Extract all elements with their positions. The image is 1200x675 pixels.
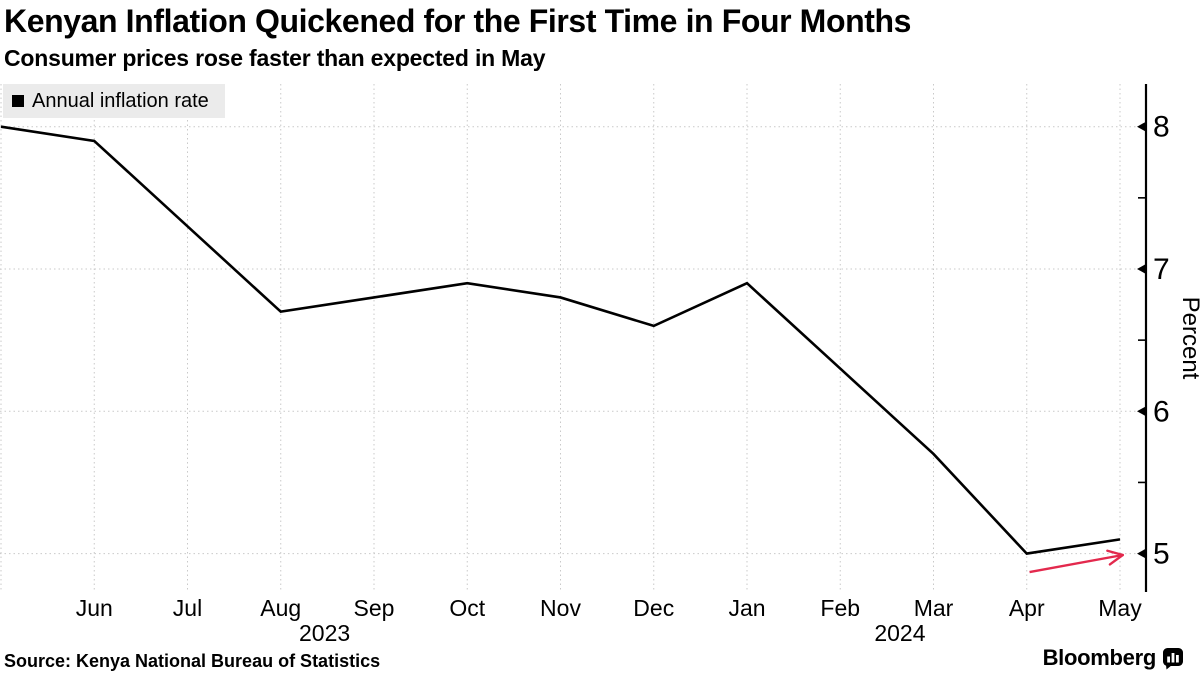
source-credit: Source: Kenya National Bureau of Statist… — [4, 651, 381, 671]
x-tick-label: Sep — [354, 595, 395, 621]
bloomberg-chart-icon — [1163, 647, 1183, 669]
x-tick-label: Oct — [449, 595, 485, 621]
x-tick-label: Apr — [1009, 595, 1045, 621]
x-tick-label: Dec — [633, 595, 674, 621]
page-title: Kenyan Inflation Quickened for the First… — [4, 3, 912, 39]
y-major-tick-arrow-icon — [1137, 263, 1146, 274]
inflation-line — [0, 125, 1121, 555]
legend-swatch-icon — [12, 95, 24, 107]
y-major-tick-arrow-icon — [1137, 121, 1146, 132]
y-major-tick-arrow-icon — [1137, 548, 1146, 559]
x-tick-label: May — [1098, 595, 1142, 621]
y-tick-label: 7 — [1153, 253, 1170, 286]
trend-arrow-head-icon — [1106, 549, 1124, 557]
year-label: 2023 — [299, 620, 350, 646]
legend-label: Annual inflation rate — [32, 89, 209, 112]
x-tick-label: Aug — [260, 595, 301, 621]
x-tick-label: Mar — [914, 595, 954, 621]
y-major-tick-arrow-icon — [1137, 406, 1146, 417]
year-label: 2024 — [874, 620, 925, 646]
trend-arrow-head-icon — [1108, 553, 1124, 566]
bloomberg-wordmark: Bloomberg — [1042, 645, 1157, 670]
y-tick-label: 8 — [1153, 111, 1170, 144]
x-tick-label: Jul — [173, 595, 202, 621]
page-subtitle: Consumer prices rose faster than expecte… — [4, 45, 546, 71]
trend-arrow — [1029, 553, 1124, 574]
chart-legend: Annual inflation rate — [3, 84, 225, 118]
x-tick-label: Nov — [540, 595, 581, 621]
y-axis-title: Percent — [1177, 297, 1200, 380]
x-tick-label: Feb — [820, 595, 860, 621]
x-tick-label: Jan — [728, 595, 765, 621]
x-tick-label: Jun — [76, 595, 113, 621]
bloomberg-logo: Bloomberg — [1043, 645, 1184, 671]
y-tick-label: 5 — [1153, 538, 1170, 571]
y-tick-label: 6 — [1153, 395, 1170, 428]
